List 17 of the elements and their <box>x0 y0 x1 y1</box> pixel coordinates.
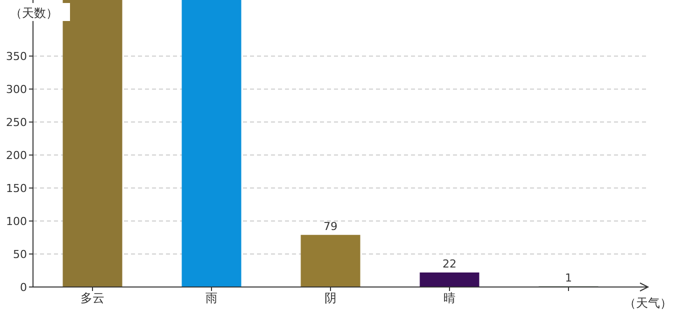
data-label: 1 <box>565 271 572 284</box>
data-label: 22 <box>442 257 456 270</box>
x-tick-label: 多云 <box>80 291 104 305</box>
y-tick-label: 300 <box>6 82 27 96</box>
x-tick-label: 晴 <box>444 291 456 305</box>
x-axis-title: （天气） <box>624 296 672 310</box>
y-tick-label: 50 <box>13 248 27 261</box>
y-tick-label: 200 <box>6 148 27 162</box>
y-tick-label: 100 <box>6 214 27 228</box>
x-tick-label: 雨 <box>206 291 218 305</box>
y-tick-label: 250 <box>6 116 27 129</box>
y-axis-title: （天数） <box>10 6 58 20</box>
y-tick-label: 150 <box>6 182 27 195</box>
data-label: 79 <box>324 220 338 233</box>
y-tick-label: 0 <box>20 280 27 294</box>
y-tick-label: 350 <box>6 50 27 63</box>
x-tick-label: 阴 <box>324 291 336 305</box>
